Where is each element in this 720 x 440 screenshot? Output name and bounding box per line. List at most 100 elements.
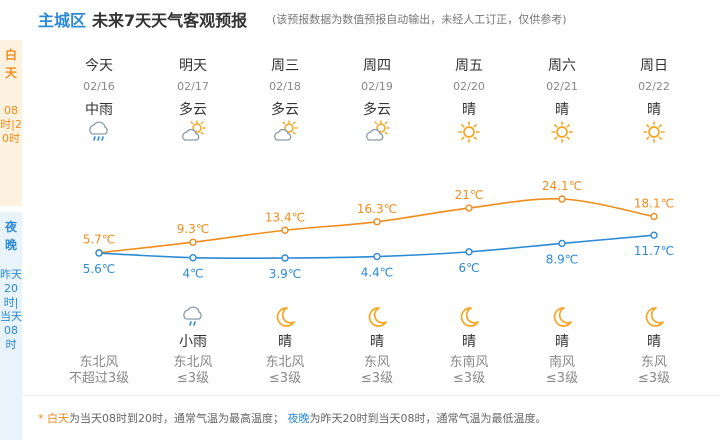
- day-date: 02/20: [453, 80, 485, 93]
- day-weather: 晴: [462, 102, 476, 118]
- day-temp-label: 16.3℃: [357, 202, 397, 216]
- footer-note: * 白天为当天08时到20时，通常气温为最高温度； 夜晚为昨天20时到当天08时…: [38, 410, 547, 426]
- wind-direction: 东北风: [173, 355, 213, 370]
- day-temp-label: 5.7℃: [83, 233, 116, 247]
- night-weather: 晴: [462, 334, 476, 350]
- day-date: 02/22: [638, 80, 670, 93]
- day-weather: 多云: [271, 102, 299, 118]
- footer-night-term: 夜晚: [287, 412, 310, 425]
- side-day-panel: 白天 08时|20时: [0, 40, 22, 206]
- wind-direction: 东北风: [79, 355, 119, 370]
- wind-direction: 南风: [548, 355, 575, 370]
- wind-info: 东北风 ≤3级: [245, 355, 325, 387]
- night-temp-point: [650, 231, 658, 239]
- wind-info: 南风 ≤3级: [522, 355, 602, 387]
- day-date: 02/16: [83, 80, 115, 93]
- partly-cloudy-icon: [272, 120, 298, 144]
- night-temp-point: [465, 248, 473, 256]
- footer-day-term: 白天: [47, 412, 69, 425]
- day-temp-label: 9.3℃: [177, 222, 210, 236]
- day-name: 周六: [548, 58, 576, 74]
- page-title: 未来7天天气客观预报: [92, 11, 248, 30]
- wind-level: ≤3级: [360, 371, 394, 386]
- light-rain-icon: [180, 305, 206, 329]
- night-temp-label: 3.9℃: [269, 267, 302, 281]
- day-temp-point: [373, 218, 381, 226]
- day-date: 02/21: [546, 80, 578, 93]
- wind-info: 东风 ≤3级: [337, 355, 417, 387]
- night-temp-label: 5.6℃: [83, 262, 116, 276]
- wind-level: ≤3级: [268, 371, 302, 386]
- wind-level: ≤3级: [545, 371, 579, 386]
- wind-level: ≤3级: [176, 371, 210, 386]
- wind-level: ≤3级: [452, 371, 486, 386]
- night-temp-label: 11.7℃: [634, 244, 674, 258]
- night-weather: 晴: [278, 334, 292, 350]
- moon-icon: [364, 305, 390, 329]
- day-weather: 多云: [363, 102, 391, 118]
- location-title[interactable]: 主城区: [38, 11, 87, 30]
- day-temp-label: 24.1℃: [542, 179, 582, 193]
- day-temp-label: 13.4℃: [265, 210, 305, 224]
- header: 主城区 未来7天天气客观预报 (该预报数据为数值预报自动输出，未经人工订正，仅供…: [0, 0, 720, 36]
- day-temp-point: [189, 238, 197, 246]
- day-weather: 多云: [179, 102, 207, 118]
- day-name: 周三: [271, 58, 299, 74]
- sun-icon: [549, 120, 575, 144]
- day-weather: 晴: [555, 102, 569, 118]
- day-name: 周日: [640, 58, 668, 74]
- sun-icon: [456, 120, 482, 144]
- day-name: 明天: [179, 58, 207, 74]
- wind-info: 东南风 ≤3级: [429, 355, 509, 387]
- day-temp-point: [558, 195, 566, 203]
- night-temp-label: 4.4℃: [361, 266, 394, 280]
- night-temp-point: [281, 254, 289, 262]
- wind-level: ≤3级: [637, 371, 671, 386]
- side-night-panel: 夜晚 昨天20时|当天08时: [0, 212, 22, 440]
- night-temp-point: [189, 254, 197, 262]
- wind-direction: 东北风: [265, 355, 305, 370]
- moon-icon: [272, 305, 298, 329]
- day-temp-point: [465, 204, 473, 212]
- day-temp-point: [650, 212, 658, 221]
- wind-direction: 东风: [363, 355, 390, 370]
- night-weather: 晴: [555, 334, 569, 350]
- footer-prefix: *: [38, 412, 47, 425]
- divider: [22, 395, 720, 396]
- partly-cloudy-icon: [180, 120, 206, 144]
- day-weather: 中雨: [85, 102, 113, 118]
- rain-icon: [86, 120, 112, 144]
- side-day-label: 白天: [4, 48, 17, 80]
- moon-icon: [549, 305, 575, 329]
- footer-night-desc: 为昨天20时到当天08时，通常气温为最低温度。: [309, 412, 547, 425]
- night-temp-point: [95, 249, 103, 257]
- day-date: 02/19: [361, 80, 393, 93]
- side-night-time: 昨天20时|当天08时: [0, 268, 22, 351]
- disclaimer-note: (该预报数据为数值预报自动输出，未经人工订正，仅供参考): [272, 13, 567, 26]
- wind-info: 东风 ≤3级: [614, 355, 694, 387]
- wind-info: 东北风 ≤3级: [153, 355, 233, 387]
- wind-direction: 东南风: [449, 355, 489, 370]
- moon-icon: [456, 305, 482, 329]
- partly-cloudy-icon: [364, 120, 390, 144]
- day-name: 今天: [85, 58, 113, 74]
- footer-day-desc: 为当天08时到20时，通常气温为最高温度；: [69, 412, 284, 425]
- day-temp-label: 18.1℃: [634, 197, 674, 211]
- day-name: 周四: [363, 58, 391, 74]
- night-weather: 晴: [370, 334, 384, 350]
- night-temp-label: 8.9℃: [546, 252, 579, 266]
- night-temp-label: 6℃: [458, 261, 479, 275]
- night-temp-label: 4℃: [182, 267, 203, 281]
- night-temp-point: [373, 252, 381, 261]
- day-name: 周五: [455, 58, 483, 74]
- moon-icon: [641, 305, 667, 329]
- wind-info: 东北风 不超过3级: [59, 355, 139, 387]
- day-weather: 晴: [647, 102, 661, 118]
- side-night-label: 夜晚: [4, 220, 17, 252]
- night-weather: 小雨: [179, 334, 207, 350]
- night-temp-point: [558, 239, 566, 248]
- wind-level: 不超过3级: [68, 371, 130, 386]
- wind-direction: 东风: [640, 355, 667, 370]
- day-date: 02/18: [269, 80, 301, 93]
